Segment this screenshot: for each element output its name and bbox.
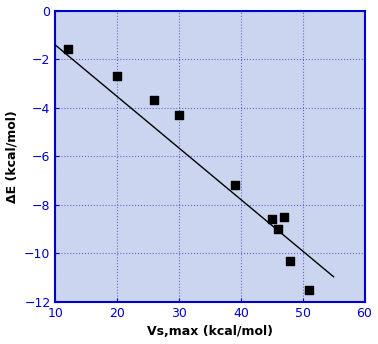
Point — [232, 183, 238, 188]
Point — [65, 47, 71, 52]
Point — [114, 73, 120, 79]
Point — [287, 258, 293, 264]
Point — [176, 112, 182, 118]
Point — [269, 217, 275, 222]
Point — [151, 98, 157, 103]
Y-axis label: ΔE (kcal/mol): ΔE (kcal/mol) — [6, 110, 19, 203]
Point — [275, 226, 281, 232]
Point — [281, 214, 287, 220]
X-axis label: Vs,max (kcal/mol): Vs,max (kcal/mol) — [147, 325, 273, 338]
Point — [306, 287, 312, 293]
